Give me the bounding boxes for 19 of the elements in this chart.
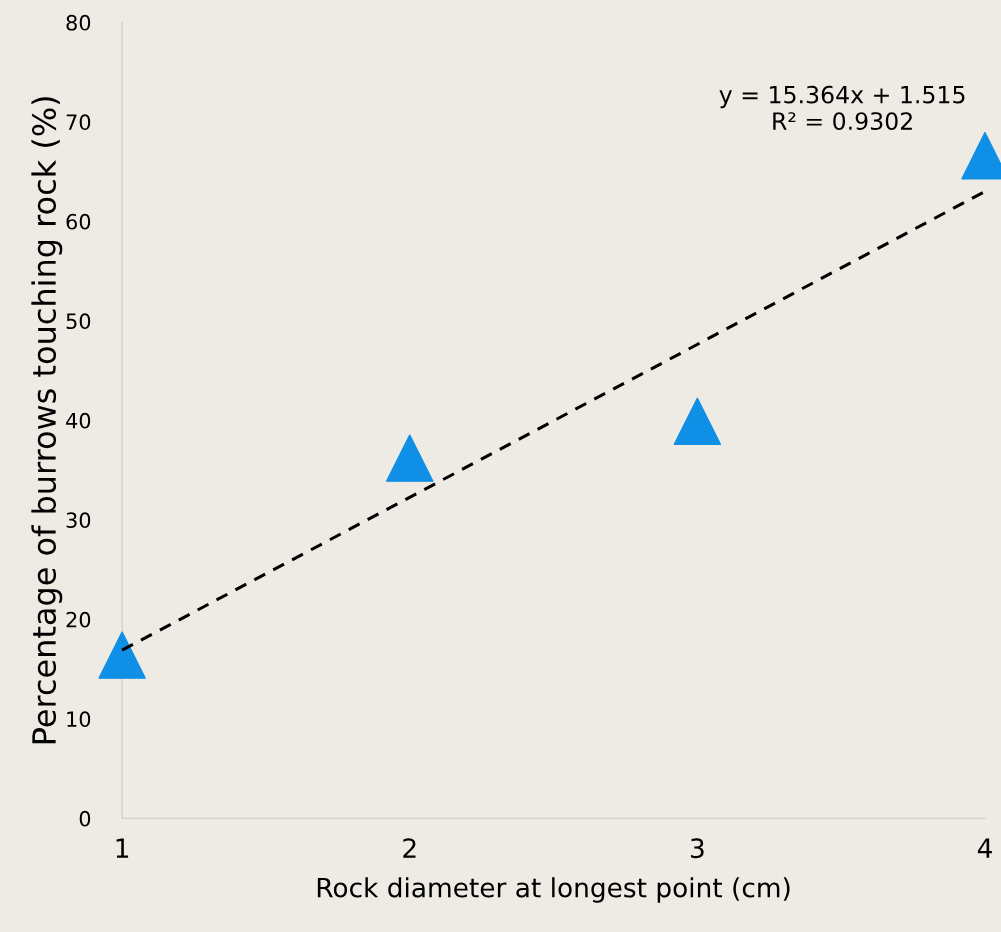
point — [673, 397, 722, 446]
x-tick-label: 3 — [690, 838, 704, 859]
point — [98, 631, 146, 679]
x-tick-label: 1 — [116, 838, 129, 858]
point — [386, 434, 434, 482]
y-tick-label: 80 — [66, 14, 91, 31]
y-tick-label: 0 — [79, 810, 91, 827]
y-tick-label: 60 — [66, 213, 91, 230]
x-axis-title: Rock diameter at longest point (cm) — [317, 877, 790, 903]
y-tick-label: 40 — [66, 412, 91, 429]
y-tick-label: 70 — [66, 114, 91, 131]
x-tick-label: 2 — [403, 838, 416, 858]
x-tick-label: 4 — [977, 838, 992, 858]
y-tick-label: 50 — [66, 313, 91, 330]
y-tick-label: 20 — [66, 611, 91, 628]
y-tick-label: 10 — [67, 711, 91, 728]
y-tick-label: 30 — [66, 512, 91, 529]
annotation: y = 15.364x + 1.515 R² = 0.9302 — [719, 85, 965, 130]
y-axis-title: Percentage of burrows touching rock (%) — [31, 97, 63, 744]
